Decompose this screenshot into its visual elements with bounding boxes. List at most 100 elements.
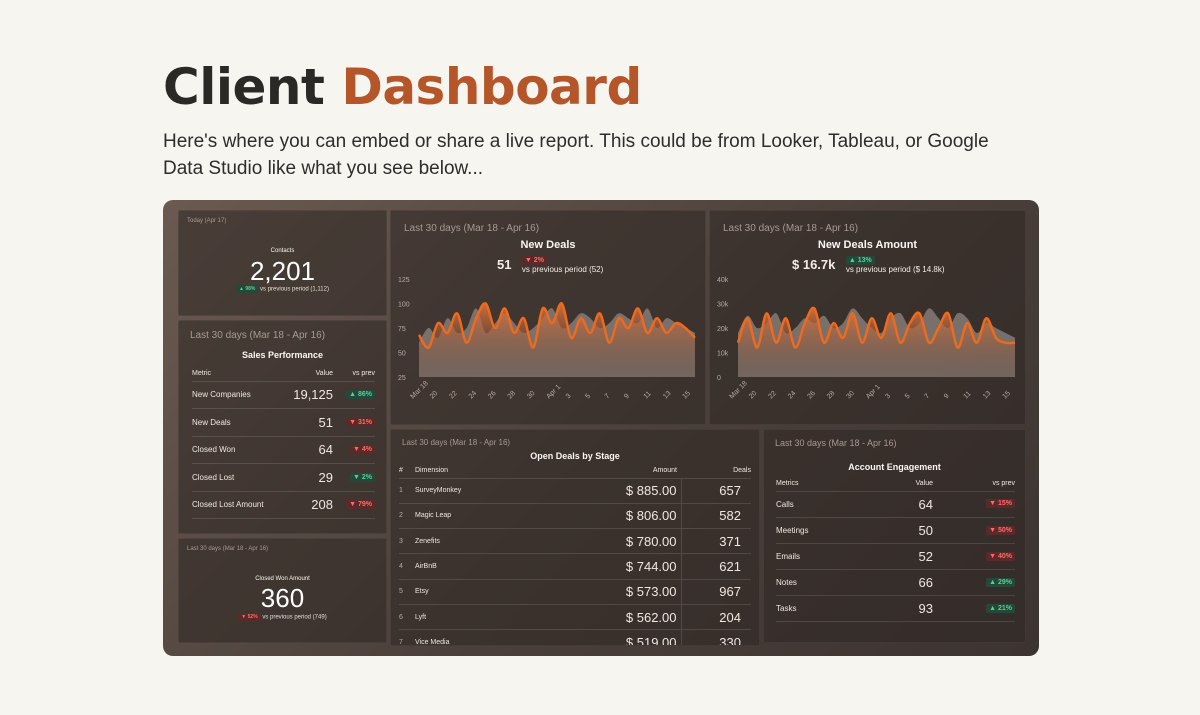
y-tick-label: 75	[398, 326, 406, 333]
x-tick-label: 5	[584, 393, 592, 401]
table-row: Closed Lost Amount 208 ▼ 79%	[192, 491, 375, 519]
amount-cell: $ 806.00	[601, 503, 682, 529]
value-cell: 93	[918, 601, 933, 617]
y-tick-label: 20k	[717, 326, 729, 333]
sales-performance-table: Metric Value vs prev New Companies 19,125…	[192, 366, 375, 519]
contacts-comparison-text: vs previous period (1,112)	[260, 286, 329, 293]
deals-cell: 204	[719, 609, 741, 625]
closed-won-period: Last 30 days (Mar 18 - Apr 16)	[187, 546, 269, 552]
amount-cell: $ 744.00	[601, 553, 682, 580]
rank-cell: 1	[399, 487, 403, 495]
change-cell: ▼ 31%	[333, 409, 375, 437]
contacts-panel: Today (Apr 17) Contacts 2,201 ▲ 98% vs p…	[178, 210, 387, 316]
x-tick-label: 22	[448, 390, 459, 401]
deals-cell: 371	[719, 533, 741, 549]
open-deals-period: Last 30 days (Mar 18 - Apr 16)	[402, 438, 511, 447]
rank-cell: 7	[399, 638, 403, 646]
contacts-title: Contacts	[270, 248, 295, 254]
closed-won-change-badge: ▼ 52%	[238, 613, 261, 621]
change-badge: ▲ 86%	[346, 390, 375, 400]
table-row: Closed Won 64 ▼ 4%	[192, 436, 375, 464]
amount-cell: $ 519.00	[601, 629, 682, 645]
embedded-dashboard[interactable]: Today (Apr 17) Contacts 2,201 ▲ 98% vs p…	[163, 200, 1039, 656]
dimension-cell: Vice Media	[415, 638, 450, 646]
column-header: Value	[315, 369, 333, 377]
deals-cell: 967	[719, 584, 741, 600]
column-header: Value	[915, 480, 933, 488]
value-cell: 64	[918, 496, 933, 512]
y-tick-label: 125	[398, 277, 410, 284]
new-deals-value: 51	[497, 257, 512, 272]
amount-cell: $ 780.00	[601, 528, 682, 554]
x-tick-label: 7	[604, 393, 612, 401]
x-tick-label: 5	[904, 393, 912, 401]
column-header: #	[399, 467, 403, 475]
new-deals-amount-panel: Last 30 days (Mar 18 - Apr 16) New Deals…	[709, 210, 1026, 425]
contacts-change-badge: ▲ 98%	[236, 285, 259, 293]
column-header: Metrics	[776, 480, 799, 488]
column-header: Metric	[192, 369, 212, 377]
column-header: vs prev	[352, 369, 375, 377]
change-badge: ▼ 2%	[350, 472, 375, 482]
title-main: Client	[163, 58, 325, 116]
value-cell: 50	[918, 522, 933, 538]
change-cell: ▼ 4%	[333, 436, 375, 464]
contacts-value: 2,201	[249, 256, 316, 286]
change-badge: ▼ 40%	[986, 551, 1015, 561]
closed-won-amount-panel: Last 30 days (Mar 18 - Apr 16) Closed Wo…	[178, 538, 387, 643]
account-engagement-title: Account Engagement	[848, 462, 941, 472]
value-cell: 19,125	[293, 387, 333, 403]
x-tick-label: Mar 18	[409, 380, 429, 400]
table-row: 4 AirBnB $ 744.00 621	[399, 553, 751, 580]
y-tick-label: 50	[398, 351, 406, 358]
metric-cell: Notes	[776, 578, 797, 588]
metric-cell: Closed Won	[192, 445, 236, 455]
new-deals-title: New Deals	[520, 239, 576, 251]
dimension-cell: Etsy	[415, 588, 429, 596]
x-tick-label: 7	[923, 393, 931, 401]
y-tick-label: 40k	[717, 277, 729, 284]
new-deals-amount-title: New Deals Amount	[817, 239, 918, 251]
table-row: Notes 66 ▲ 29%	[776, 570, 1015, 596]
contacts-comparison: ▲ 98% vs previous period (1,112)	[179, 285, 386, 293]
y-tick-label: 100	[398, 302, 410, 309]
value-cell: 52	[918, 548, 933, 564]
table-row: New Companies 19,125 ▲ 86%	[192, 381, 375, 409]
x-tick-label: 3	[565, 393, 573, 401]
y-tick-label: 30k	[717, 302, 729, 309]
y-tick-label: 0	[717, 375, 721, 382]
new-deals-period: Last 30 days (Mar 18 - Apr 16)	[404, 223, 540, 234]
sales-performance-title: Sales Performance	[241, 350, 324, 360]
x-tick-label: Mar 18	[728, 380, 748, 400]
title-accent: Dashboard	[341, 58, 642, 116]
deals-cell: 621	[719, 559, 741, 575]
table-row: 1 SurveyMonkey $ 885.00 657	[399, 478, 751, 504]
x-tick-label: 28	[826, 390, 837, 401]
x-tick-label: Apr 1	[865, 384, 882, 401]
metric-cell: Emails	[776, 551, 801, 561]
table-row: Emails 52 ▼ 40%	[776, 543, 1015, 570]
rank-cell: 2	[399, 512, 403, 520]
table-row: 6 Lyft $ 562.00 204	[399, 604, 751, 630]
amount-cell: $ 885.00	[601, 478, 682, 504]
value-cell: 66	[918, 575, 933, 591]
x-tick-label: 26	[487, 390, 498, 401]
column-header: Amount	[652, 467, 677, 475]
x-tick-label: 20	[748, 390, 759, 401]
table-row: Calls 64 ▼ 15%	[776, 491, 1015, 518]
account-engagement-period: Last 30 days (Mar 18 - Apr 16)	[775, 438, 897, 448]
table-row: New Deals 51 ▼ 31%	[192, 409, 375, 437]
x-tick-label: 11	[962, 390, 972, 400]
change-cell: ▲ 21%	[933, 596, 1015, 622]
metric-cell: Tasks	[776, 604, 797, 614]
table-row: 2 Magic Leap $ 806.00 582	[399, 503, 751, 529]
rank-cell: 4	[399, 563, 403, 571]
x-tick-label: 11	[643, 390, 653, 400]
closed-won-comparison: ▼ 52% vs previous period (749)	[179, 613, 386, 621]
open-deals-panel: Last 30 days (Mar 18 - Apr 16) Open Deal…	[390, 429, 760, 646]
change-badge: ▲ 21%	[986, 604, 1015, 614]
value-cell: 51	[318, 414, 333, 430]
x-tick-label: 22	[767, 390, 778, 401]
column-header: vs prev	[992, 480, 1015, 488]
